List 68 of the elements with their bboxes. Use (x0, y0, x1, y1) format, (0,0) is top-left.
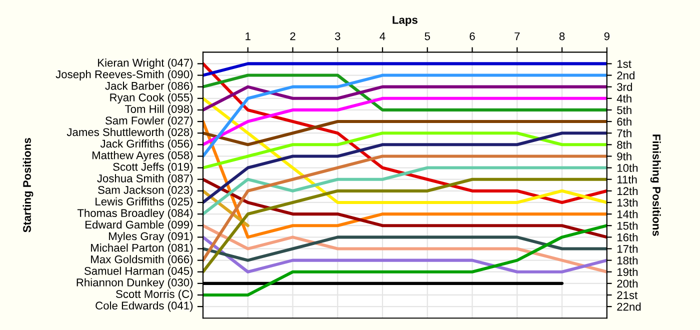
line-series (203, 224, 607, 274)
text: Ryan Cook (055) (110, 93, 193, 104)
x-tick-label: 5 (424, 32, 430, 40)
text: Scott Morris (C) (116, 290, 193, 300)
y-tick-label: 18th (617, 256, 638, 264)
y-tick-label: 9th (617, 152, 632, 160)
text: Joseph Reeves-Smith (090) (56, 70, 193, 80)
line-series (203, 132, 607, 170)
text: Myles Gray (091) (108, 232, 193, 242)
y-tick-label: 8th (617, 140, 632, 149)
line-series (203, 96, 607, 146)
text: Edward Gamble (099) (86, 220, 193, 231)
y-tick-label: 6th (617, 118, 632, 126)
text: Cole Edwards (041) (96, 301, 193, 312)
text: Thomas Broadley (084) (77, 208, 193, 220)
text: Max Goldsmith (066) (91, 255, 193, 266)
y-axis-title: Finishing Positions (650, 134, 661, 236)
line-series (203, 166, 607, 216)
text: Tom Hill (098) (125, 104, 193, 116)
text: Kieran Wright (047) (98, 58, 193, 69)
y-tick-label: 19th (617, 268, 638, 276)
y-tick-label: 20th (617, 279, 638, 288)
x-tick-label: 1 (246, 32, 250, 40)
y-tick-label: 11th (617, 175, 637, 184)
x-tick-label: 6 (470, 32, 475, 40)
line-series (203, 120, 607, 239)
text: Sam Fowler (027) (105, 116, 193, 127)
y-tick-label: 17th (617, 244, 638, 253)
x-axis-title: Laps (392, 16, 418, 26)
y-tick-label: 12th (617, 186, 638, 196)
text: James Shuttleworth (028) (66, 128, 193, 138)
x-tick-label: 4 (380, 32, 386, 40)
line-series (203, 178, 607, 274)
text: Lewis Griffiths (025) (96, 197, 193, 208)
y-tick-label: 4th (616, 94, 632, 103)
x-tick-label: 9 (604, 32, 610, 40)
text: Sam Jackson (023) (98, 186, 193, 196)
y-tick-label: 7th (617, 129, 632, 138)
y-tick-label: 1st (617, 60, 632, 68)
y-tick-label: 15th (617, 222, 638, 230)
y-tick-label: 16th (617, 233, 638, 242)
x-tick-label: 3 (334, 32, 340, 40)
y-tick-label: 22nd (617, 302, 641, 311)
x-tick-label: 7 (514, 32, 520, 40)
line-series (203, 154, 607, 262)
y-tick-label: 5th (617, 106, 632, 114)
text: Starting Positions (22, 138, 34, 232)
text: Jack Griffiths (056) (100, 139, 193, 150)
text: Joshua Smith (087) (97, 174, 193, 185)
line-series (203, 178, 607, 239)
line-series (203, 132, 607, 204)
text: Michael Parton (081) (91, 244, 193, 254)
y-tick-label: 2nd (617, 71, 634, 80)
y-tick-label: 10th (617, 164, 638, 172)
y-tick-label: 3rd (617, 82, 632, 91)
text: Scott Jeffs (019) (113, 162, 193, 173)
line-series (203, 96, 607, 204)
text: Samuel Harman (045) (84, 266, 193, 278)
y-tick-label: 14th (617, 210, 638, 218)
x-tick-label: 2 (290, 32, 296, 40)
text: Matthew Ayres (058) (92, 151, 193, 162)
y-tick-label: 13th (617, 198, 638, 207)
y-tick-label: 21st (617, 291, 638, 300)
text: Jack Barber (086) (105, 82, 193, 92)
line-series (203, 74, 607, 158)
x-tick-label: 8 (559, 32, 565, 40)
line-series (203, 224, 607, 297)
text: Rhiannon Dunkey (030) (76, 278, 193, 289)
